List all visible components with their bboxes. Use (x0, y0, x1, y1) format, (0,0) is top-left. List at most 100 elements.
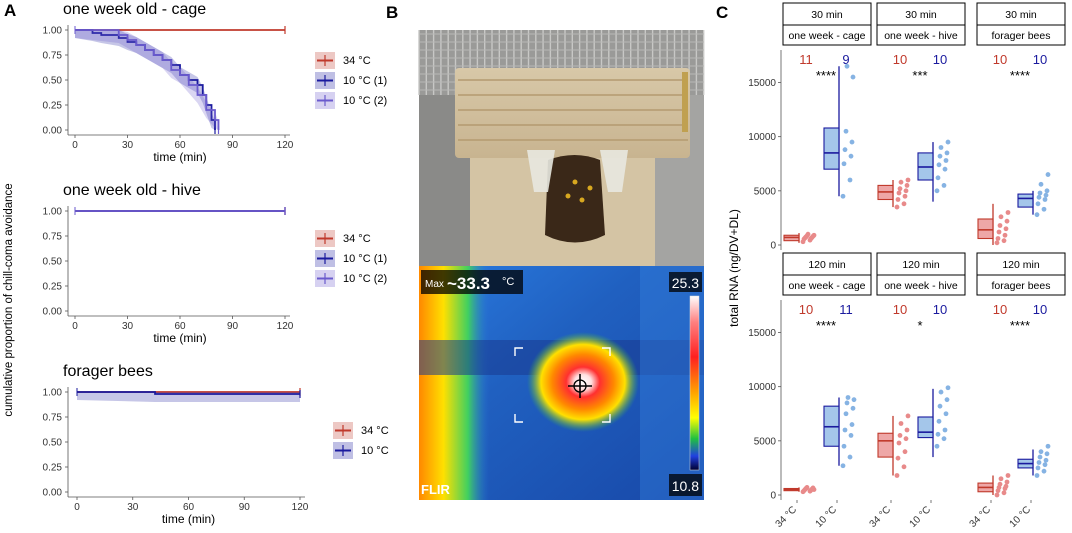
data-point (847, 177, 853, 183)
data-point (843, 411, 849, 417)
x-tick-label: 120 (277, 140, 294, 151)
y-tick-label: 0.75 (43, 51, 63, 62)
panel-label-c: C (716, 3, 728, 22)
data-point (849, 422, 855, 427)
facet-strip-group (876, 274, 966, 296)
y-tick-label: 0.50 (43, 76, 63, 87)
data-point (1005, 210, 1011, 215)
data-point (936, 418, 942, 424)
c-y-tick-label: 5000 (754, 186, 777, 197)
series-line (77, 391, 300, 395)
crosshair-circle (573, 379, 587, 393)
data-point (840, 463, 846, 469)
facet-time-label: 30 min (905, 9, 937, 21)
data-point (841, 443, 847, 449)
data-point (1004, 479, 1010, 485)
data-point (996, 229, 1002, 235)
panel-label-b: B (386, 3, 398, 22)
data-point (896, 190, 902, 196)
data-point (1005, 473, 1011, 478)
data-point (934, 443, 940, 449)
rna-facet: 120 min forager bees 10 10**** 34 °C 10 °C (968, 252, 1066, 530)
wood-stain (682, 72, 688, 132)
c-y-tick-label: 0 (770, 491, 776, 502)
c-x-tick-label: 34 °C (774, 504, 800, 530)
c-x-tick-label: 10 °C (814, 504, 840, 530)
bee-cluster (545, 155, 605, 243)
y-tick-label: 0.25 (43, 101, 63, 112)
c-x-tick-label: 34 °C (868, 504, 894, 530)
data-point (945, 385, 951, 391)
survival-plot-2: one week old - hive 0.00 0.25 0.50 0.75 1.00 0… (43, 182, 388, 345)
data-point (905, 413, 911, 419)
data-point (1041, 468, 1047, 474)
bee-marker-dot (565, 193, 571, 199)
data-point (902, 193, 908, 199)
data-point (811, 487, 817, 492)
y-tick-label: 0.50 (43, 257, 63, 268)
sample-size-34: 10 (799, 302, 813, 317)
significance-stars: * (917, 318, 922, 333)
sample-size-34: 11 (799, 52, 813, 67)
x-tick-label: 90 (239, 502, 251, 513)
c-x-tick-label: 10 °C (1008, 504, 1034, 530)
data-point (841, 161, 847, 167)
data-point (1045, 443, 1051, 449)
data-point (850, 74, 856, 80)
bee-marker-dot (579, 197, 585, 203)
c-y-tick-label: 10000 (748, 382, 776, 393)
scale-top-box (669, 272, 702, 292)
y-tick-label: 1.00 (43, 388, 63, 399)
plot-title: one week old - hive (63, 182, 201, 199)
data-point (1003, 483, 1009, 489)
data-point (904, 183, 910, 188)
panel-label-a: A (4, 1, 16, 20)
x-tick-label: 0 (74, 502, 80, 513)
significance-stars: *** (912, 68, 927, 83)
legend-label: 10 °C (361, 445, 389, 457)
data-point (1043, 192, 1049, 198)
temperature-color-bar (689, 295, 700, 471)
data-point (842, 427, 848, 433)
facet-group-label: one week - hive (884, 30, 958, 42)
data-point (1002, 232, 1008, 238)
legend-label: 10 °C (2) (343, 273, 387, 285)
survival-plot-3: forager bees 0.00 0.25 0.50 0.75 1.00 0 30 60 90 1… (43, 363, 389, 526)
data-point (849, 139, 855, 145)
data-point (998, 476, 1004, 482)
data-point (898, 179, 904, 185)
c-x-tick-label: 10 °C (908, 504, 934, 530)
plot-title: forager bees (63, 363, 153, 380)
data-point (1041, 206, 1047, 212)
panel-b-photo-thermal: B Max ~33.3 °C 25.3 10.8 FLIR (386, 3, 705, 500)
data-point (1001, 490, 1007, 496)
data-point (851, 397, 857, 403)
sample-size-10: 10 (933, 302, 947, 317)
rna-facet: 30 min one week - hive 10 10 *** (876, 2, 966, 210)
x-axis-label: time (min) (153, 331, 206, 345)
data-point (1038, 181, 1044, 187)
focus-bracket (514, 414, 523, 423)
data-point (903, 436, 909, 442)
sample-size-10: 10 (1033, 302, 1047, 317)
significance-stars: **** (1010, 318, 1030, 333)
y-tick-label: 0.25 (43, 463, 63, 474)
facet-group-label: one week - hive (884, 280, 958, 292)
c-x-tick-label: 34 °C (968, 504, 994, 530)
significance-stars: **** (816, 68, 836, 83)
facet-group-label: forager bees (992, 30, 1051, 42)
x-tick-label: 60 (174, 140, 186, 151)
sample-size-34: 10 (993, 302, 1007, 317)
facet-time-label: 30 min (811, 9, 843, 21)
data-point (997, 481, 1003, 487)
facet-group-label: forager bees (992, 280, 1051, 292)
facet-strip-group (976, 24, 1066, 46)
legend-label: 34 °C (361, 425, 389, 437)
rna-facet: 120 min one week - hive 10 10 * 34 °C 10 °C (868, 252, 966, 530)
data-point (842, 147, 848, 153)
data-point (943, 158, 949, 163)
facet-group-label: one week - cage (788, 30, 865, 42)
x-tick-label: 30 (122, 321, 134, 332)
data-point (935, 175, 941, 181)
